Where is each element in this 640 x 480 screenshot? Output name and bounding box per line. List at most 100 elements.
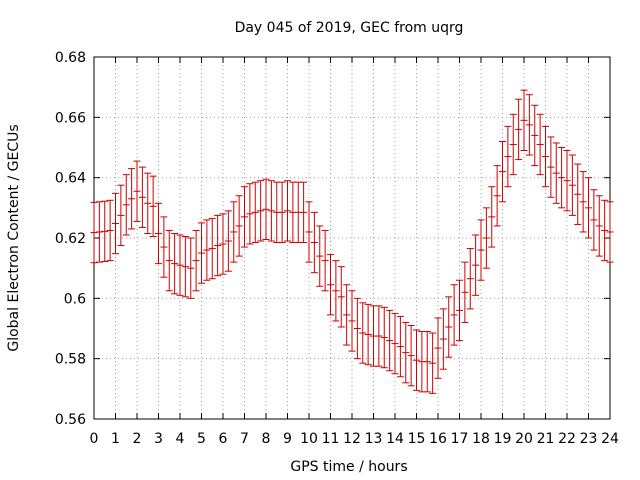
y-tick-label: 0.62: [55, 231, 86, 247]
error-bar-point: [332, 260, 340, 322]
error-bar-point: [359, 302, 367, 364]
y-tick-labels: 0.56 0.58 0.6 0.62 0.64 0.66 0.68: [55, 50, 86, 428]
x-tick-label: 4: [176, 431, 185, 447]
x-tick-label: 7: [240, 431, 249, 447]
error-bar-point: [413, 329, 420, 391]
x-tick-label: 22: [558, 431, 576, 447]
error-bar-point: [531, 104, 539, 167]
x-tick-label: 17: [451, 431, 469, 447]
error-bar-point: [434, 317, 442, 379]
error-bar-point: [574, 163, 582, 225]
error-bar-point: [208, 217, 216, 280]
error-bar-point: [316, 225, 324, 287]
error-bar-point: [267, 180, 275, 242]
x-tick-label: 2: [133, 431, 142, 447]
y-tick-label: 0.66: [55, 110, 86, 126]
error-bar-point: [568, 154, 576, 216]
error-bar-point: [364, 303, 372, 366]
y-tick-label: 0.58: [55, 352, 86, 368]
error-bar-point: [106, 199, 114, 262]
error-bar-point: [235, 195, 243, 257]
error-bar-point: [224, 210, 232, 272]
error-bar-point: [386, 309, 394, 372]
chart-title: Day 045 of 2019, GEC from uqrg: [235, 20, 464, 36]
error-bar-point: [606, 201, 614, 263]
x-tick-label: 10: [300, 431, 318, 447]
error-bar-point: [246, 183, 254, 245]
x-tick-label: 19: [494, 431, 512, 447]
error-bar-point: [176, 234, 184, 296]
error-bar-point: [353, 297, 361, 360]
x-tick-label: 13: [365, 431, 383, 447]
error-bar-point: [144, 172, 152, 234]
x-tick-label: 21: [537, 431, 555, 447]
error-bar-point: [396, 315, 404, 378]
error-bar-point: [337, 266, 345, 328]
error-bar-point: [203, 219, 211, 281]
x-tick-label: 18: [472, 431, 490, 447]
error-bar-point: [257, 180, 265, 242]
error-bar-point: [391, 312, 399, 375]
error-bar-point: [187, 237, 195, 299]
error-bar-point: [520, 89, 528, 152]
error-bar-point: [117, 184, 125, 247]
x-tick-label: 11: [322, 431, 340, 447]
error-bar-point: [133, 160, 141, 222]
error-bar-point: [423, 331, 431, 393]
error-bar-point: [456, 279, 463, 342]
error-bar-point: [95, 201, 103, 263]
y-tick-label: 0.68: [55, 50, 86, 66]
x-axis-label: GPS time / hours: [290, 459, 407, 475]
error-bar-point: [536, 113, 544, 176]
error-bar-point: [198, 222, 205, 284]
x-tick-label: 20: [515, 431, 533, 447]
x-tick-label: 23: [580, 431, 598, 447]
error-bar-point: [305, 201, 313, 263]
error-bar-point: [101, 200, 109, 263]
error-bar-point: [343, 284, 351, 346]
error-bar-point: [165, 229, 173, 292]
error-bar-point: [90, 201, 98, 264]
error-bar-point: [445, 296, 453, 358]
error-bar-point: [558, 147, 566, 209]
error-bar-point: [429, 332, 437, 394]
error-bar-point: [192, 229, 200, 292]
x-tick-labels: 0 1 2 3 4 5 6 7 8 9 10 11 12 13 14 15 16 17 18 19 20 21 22 23 24: [90, 431, 619, 447]
error-bar-point: [585, 177, 592, 239]
error-bar-point: [547, 136, 555, 198]
error-bar-point: [380, 306, 388, 369]
y-tick-label: 0.64: [55, 171, 86, 187]
error-bar-point: [472, 234, 480, 296]
error-bar-point: [552, 142, 560, 204]
x-tick-label: 0: [90, 431, 99, 447]
x-tick-label: 3: [154, 431, 163, 447]
error-bar-point: [466, 248, 474, 310]
error-bar-point: [284, 180, 291, 242]
error-bar-point: [375, 305, 383, 367]
grid: [94, 57, 610, 419]
error-bar-point: [171, 232, 179, 295]
error-bar-point: [321, 229, 329, 292]
x-tick-label: 14: [386, 431, 404, 447]
error-bar-point: [488, 186, 496, 248]
error-bar-point: [493, 165, 501, 227]
error-bar-point: [590, 189, 598, 251]
error-bar-point: [601, 199, 609, 262]
error-bar-point: [300, 181, 308, 244]
error-bar-point: [262, 178, 270, 241]
error-bar-point: [149, 175, 157, 237]
error-bar-point: [563, 150, 571, 212]
error-bar-point: [348, 290, 356, 352]
error-bar-point: [155, 202, 162, 265]
error-bar-point: [241, 186, 248, 248]
x-tick-label: 24: [601, 431, 619, 447]
error-bar-point: [128, 168, 136, 230]
error-bar-series: [90, 89, 614, 394]
x-tick-label: 1: [111, 431, 120, 447]
error-bar-point: [407, 324, 415, 387]
y-tick-label: 0.56: [55, 412, 86, 428]
error-bar-point: [595, 195, 603, 257]
error-bar-point: [214, 214, 222, 277]
error-bar-point: [402, 321, 410, 384]
